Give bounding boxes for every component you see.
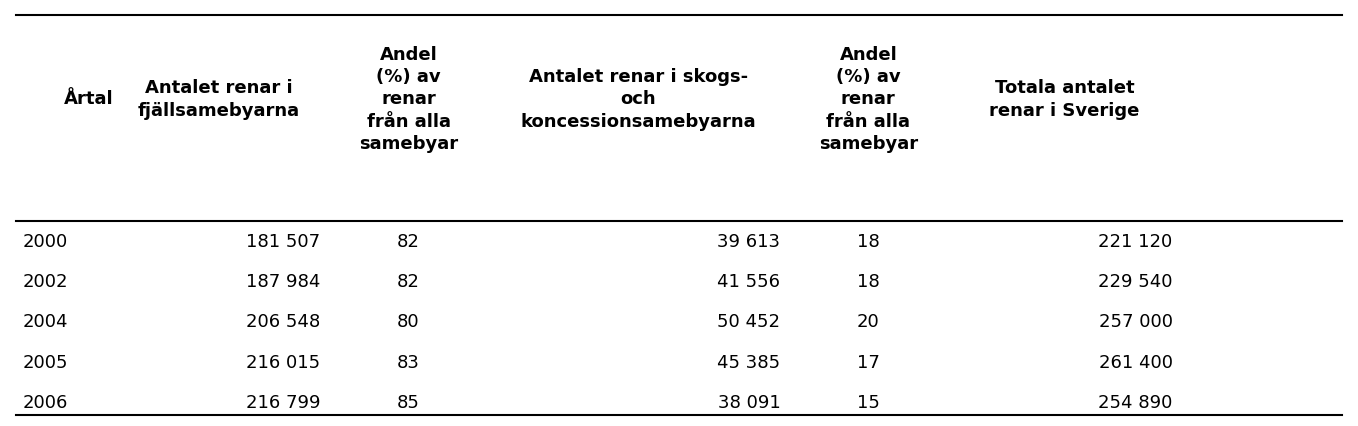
Text: 254 890: 254 890 [1099,394,1173,412]
Text: 80: 80 [397,313,420,331]
Text: 38 091: 38 091 [717,394,781,412]
Text: Andel
(%) av
renar
från alla
samebyar: Andel (%) av renar från alla samebyar [819,46,918,153]
Text: 18: 18 [857,273,880,291]
Text: 82: 82 [397,273,420,291]
Text: 18: 18 [857,233,880,250]
Text: Antalet renar i skogs-
och
koncessionsamebyarna: Antalet renar i skogs- och koncessionsam… [520,68,756,131]
Text: 181 507: 181 507 [247,233,320,250]
Text: Antalet renar i
fjällsamebyarna: Antalet renar i fjällsamebyarna [139,79,300,120]
Text: 82: 82 [397,233,420,250]
Text: 216 015: 216 015 [247,354,320,371]
Text: 2000: 2000 [23,233,68,250]
Text: Andel
(%) av
renar
från alla
samebyar: Andel (%) av renar från alla samebyar [359,46,458,153]
Text: 216 799: 216 799 [246,394,320,412]
Text: 2004: 2004 [23,313,68,331]
Text: 39 613: 39 613 [717,233,781,250]
Text: 261 400: 261 400 [1099,354,1173,371]
Text: 17: 17 [857,354,880,371]
Text: 2002: 2002 [23,273,68,291]
Text: 85: 85 [397,394,420,412]
Text: 83: 83 [397,354,420,371]
Text: 41 556: 41 556 [717,273,781,291]
Text: Totala antalet
renar i Sverige: Totala antalet renar i Sverige [989,79,1139,120]
Text: 45 385: 45 385 [717,354,781,371]
Text: 2006: 2006 [23,394,68,412]
Text: 2005: 2005 [23,354,68,371]
Text: 50 452: 50 452 [717,313,781,331]
Text: 187 984: 187 984 [246,273,320,291]
Text: 15: 15 [857,394,880,412]
Text: 229 540: 229 540 [1099,273,1173,291]
Text: 206 548: 206 548 [246,313,320,331]
Text: Årtal: Årtal [64,90,113,109]
Text: 257 000: 257 000 [1099,313,1173,331]
Text: 221 120: 221 120 [1099,233,1173,250]
Text: 20: 20 [857,313,880,331]
